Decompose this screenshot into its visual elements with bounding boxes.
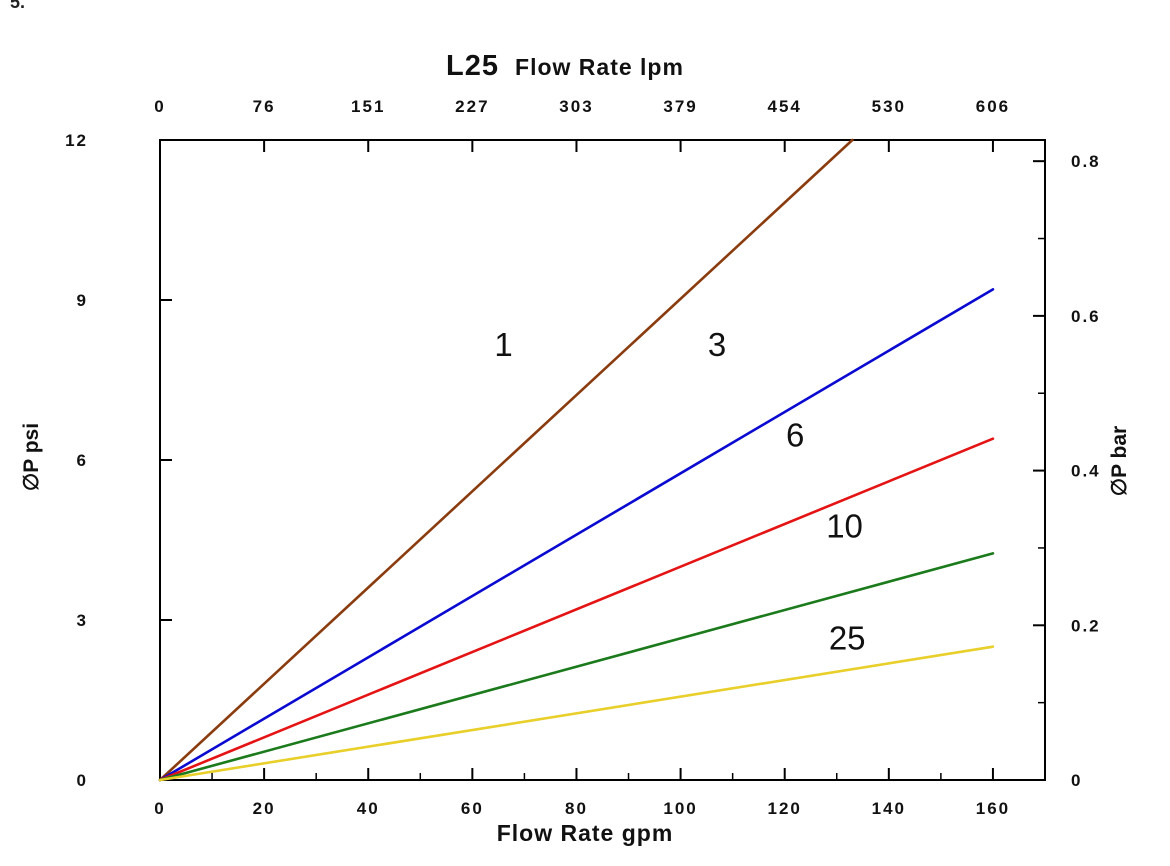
y-right-tick-label: 0	[1071, 771, 1082, 790]
series-line-3	[158, 288, 995, 782]
chart-title-axis-unit: Flow Rate lpm	[515, 54, 684, 80]
x-top-tick-label: 303	[559, 97, 593, 116]
y-right-tick-label: 0.2	[1071, 616, 1101, 635]
chart-title-model: L25	[446, 50, 500, 82]
series-label-10: 10	[826, 507, 863, 544]
x-bottom-tick-label: 20	[253, 799, 276, 818]
x-bottom-tick-label: 160	[976, 799, 1010, 818]
x-top-tick-label: 76	[253, 97, 276, 116]
x-bottom-tick-label: 120	[768, 799, 802, 818]
y-right-tick-label: 0.8	[1071, 152, 1101, 171]
x-top-tick-label: 0	[154, 97, 165, 116]
x-top-tick-label: 454	[768, 97, 802, 116]
corner-fragment: 5.	[10, 0, 26, 12]
series-label-6: 6	[786, 417, 804, 454]
x-top-tick-label: 151	[351, 97, 385, 116]
x-top-tick-label: 530	[872, 97, 906, 116]
series-line-6	[158, 437, 995, 782]
y-right-tick-label: 0.6	[1071, 307, 1101, 326]
x-bottom-tick-label: 40	[357, 799, 380, 818]
series-label-3: 3	[708, 326, 726, 363]
x-axis-label-gpm: Flow Rate gpm	[496, 820, 674, 846]
y-left-tick-label: 3	[77, 611, 88, 630]
x-bottom-tick-label: 0	[154, 799, 165, 818]
y-left-tick-label: 9	[77, 291, 88, 310]
chart-title: L25 Flow Rate lpm	[0, 50, 1150, 83]
axis-frame	[159, 139, 1046, 781]
x-bottom-tick-label: 140	[872, 799, 906, 818]
y-right-tick-label: 0.4	[1071, 462, 1101, 481]
series-label-25: 25	[829, 619, 866, 656]
y-left-tick-label: 6	[77, 451, 88, 470]
series-line-10	[158, 552, 995, 782]
x-top-tick-label: 379	[663, 97, 697, 116]
y-left-tick-label: 0	[77, 771, 88, 790]
series-label-1: 1	[494, 326, 512, 363]
x-top-tick-label: 227	[455, 97, 489, 116]
x-bottom-tick-label: 80	[565, 799, 588, 818]
series-line-25	[158, 645, 995, 782]
y-left-tick-label: 12	[65, 131, 88, 150]
x-bottom-tick-label: 60	[461, 799, 484, 818]
x-top-tick-label: 606	[976, 97, 1010, 116]
x-bottom-tick-label: 100	[663, 799, 697, 818]
series-line-1	[158, 138, 854, 782]
